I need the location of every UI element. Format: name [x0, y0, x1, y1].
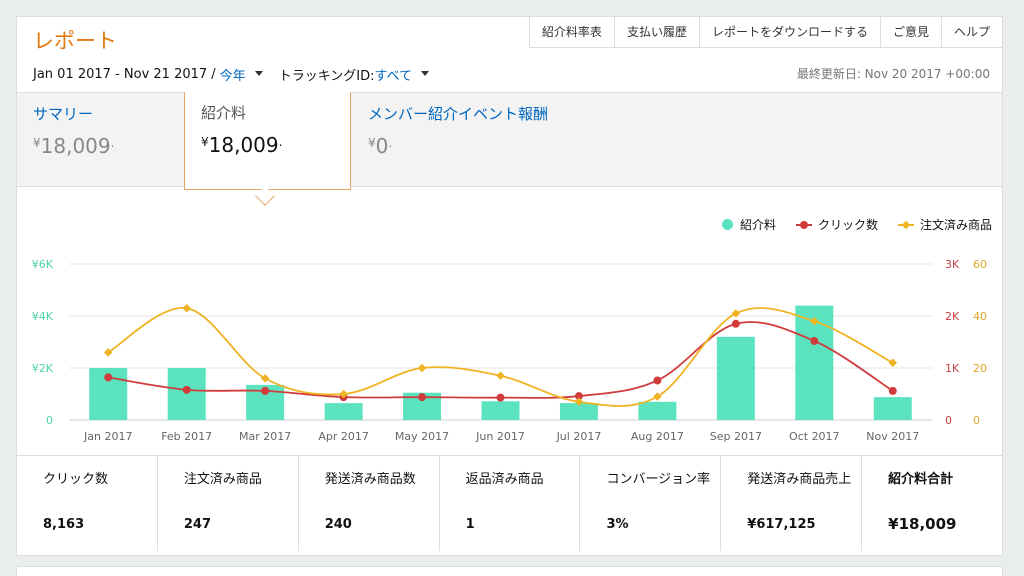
right-axis-orders-tick-label: 40 [973, 310, 987, 323]
x-axis-tick-label: May 2017 [395, 430, 449, 443]
x-axis-tick-label: Feb 2017 [161, 430, 212, 443]
stat-label: 注文済み商品 [184, 468, 298, 487]
top-nav: 紹介料率表 支払い履歴 レポートをダウンロードする ご意見 ヘルプ [529, 17, 1002, 48]
x-axis-tick-label: Aug 2017 [631, 430, 684, 443]
point-clicks [261, 387, 269, 395]
stat-value: 1 [466, 517, 580, 532]
stat-shipped-items: 発送済み商品数 240 [299, 456, 440, 551]
stat-value: 240 [325, 517, 439, 532]
right-axis-orders-tick-label: 60 [973, 258, 987, 271]
bar [638, 402, 676, 420]
point-clicks [653, 376, 661, 384]
date-range: Jan 01 2017 - Nov 21 2017 / [33, 67, 216, 82]
summary-tabs: サマリー ¥18,009. 紹介料 ¥18,009. メンバー紹介イベント報酬 … [17, 92, 1002, 187]
x-axis-tick-label: Nov 2017 [866, 430, 919, 443]
date-filter-row: Jan 01 2017 - Nov 21 2017 / 今年 トラッキングID:… [33, 65, 445, 84]
stat-conversion-rate: コンバージョン率 3% [580, 456, 721, 551]
last-updated: 最終更新日: Nov 20 2017 +00:00 [797, 65, 990, 82]
stat-ordered-items: 注文済み商品 247 [158, 456, 299, 551]
right-axis-clicks-tick-label: 2K [945, 310, 960, 323]
tab-commission-label: 紹介料 [201, 102, 350, 123]
x-axis-tick-label: Jan 2017 [83, 430, 132, 443]
point-clicks [889, 387, 897, 395]
stat-value: 8,163 [43, 517, 157, 532]
stat-value: 3% [606, 517, 720, 532]
series-line-clicks [108, 322, 893, 398]
tab-referral-bonus[interactable]: メンバー紹介イベント報酬 ¥0. [352, 93, 612, 188]
stat-label: 紹介料合計 [888, 468, 1002, 487]
stat-label: 発送済み商品売上 [747, 468, 861, 487]
payment-history-link[interactable]: 支払い履歴 [614, 17, 699, 47]
point-ordered [889, 359, 897, 367]
stat-value: 247 [184, 517, 298, 532]
period-dropdown[interactable]: 今年 [220, 65, 246, 84]
right-axis-clicks-tick-label: 1K [945, 362, 960, 375]
point-ordered [418, 364, 426, 372]
x-axis-tick-label: Apr 2017 [318, 430, 369, 443]
tracking-id-dropdown[interactable]: すべて [375, 65, 413, 84]
point-ordered [261, 374, 269, 382]
stat-label: コンバージョン率 [606, 468, 720, 487]
left-axis-tick-label: 0 [46, 414, 53, 427]
stat-returned-items: 返品済み商品 1 [440, 456, 581, 551]
commission-rates-link[interactable]: 紹介料率表 [529, 17, 614, 47]
point-clicks [732, 320, 740, 328]
tab-summary-value: ¥18,009. [33, 134, 184, 158]
chevron-down-icon[interactable] [255, 71, 263, 76]
tab-commission-value: ¥18,009. [201, 133, 350, 157]
report-panel: レポート 紹介料率表 支払い履歴 レポートをダウンロードする ご意見 ヘルプ J… [16, 16, 1003, 556]
chevron-down-icon[interactable] [421, 71, 429, 76]
bar [325, 403, 363, 420]
left-axis-tick-label: ¥4K [32, 310, 54, 323]
stat-value: ¥18,009 [888, 515, 1002, 533]
stat-value: ¥617,125 [747, 517, 861, 532]
tab-summary-label: サマリー [33, 103, 184, 124]
tab-referral-bonus-label: メンバー紹介イベント報酬 [368, 103, 612, 124]
point-ordered [653, 392, 661, 400]
x-axis-tick-label: Jun 2017 [475, 430, 525, 443]
stat-label: 発送済み商品数 [325, 468, 439, 487]
right-axis-clicks-tick-label: 0 [945, 414, 952, 427]
tab-referral-bonus-value: ¥0. [368, 134, 612, 158]
point-clicks [418, 393, 426, 401]
tab-commission[interactable]: 紹介料 ¥18,009. [184, 92, 351, 190]
bar [717, 337, 755, 420]
point-clicks [183, 386, 191, 394]
tab-summary[interactable]: サマリー ¥18,009. [17, 93, 184, 188]
left-axis-tick-label: ¥6K [32, 258, 54, 271]
point-clicks [810, 337, 818, 345]
bar [874, 397, 912, 420]
x-axis-tick-label: Jul 2017 [556, 430, 602, 443]
x-axis-tick-label: Sep 2017 [710, 430, 762, 443]
chart-area: 紹介料 クリック数 注文済み商品 0 ¥2K ¥4K ¥6K 0 1K 2K 3K 0 20 40 6… [17, 202, 1002, 457]
x-axis-tick-label: Oct 2017 [789, 430, 840, 443]
feedback-link[interactable]: ご意見 [880, 17, 941, 47]
stat-label: 返品済み商品 [466, 468, 580, 487]
next-panel-edge [16, 566, 1003, 576]
stat-total-commission: 紹介料合計 ¥18,009 [862, 456, 1002, 551]
stat-shipped-revenue: 発送済み商品売上 ¥617,125 [721, 456, 862, 551]
x-axis-tick-label: Mar 2017 [239, 430, 291, 443]
stats-row: クリック数 8,163 注文済み商品 247 発送済み商品数 240 返品済み商品 1 … [17, 455, 1002, 551]
bar [168, 368, 206, 420]
help-link[interactable]: ヘルプ [941, 17, 1002, 47]
right-axis-clicks-tick-label: 3K [945, 258, 960, 271]
point-ordered [496, 372, 504, 380]
point-ordered [182, 304, 190, 312]
page-title: レポート [33, 25, 117, 55]
left-axis-tick-label: ¥2K [32, 362, 54, 375]
bar [482, 401, 520, 420]
right-axis-orders-tick-label: 20 [973, 362, 987, 375]
point-clicks [104, 373, 112, 381]
stat-clicks: クリック数 8,163 [17, 456, 158, 551]
point-clicks [497, 394, 505, 402]
combo-chart: 0 ¥2K ¥4K ¥6K 0 1K 2K 3K 0 20 40 60 Jan 2017 Feb 2017… [17, 202, 1002, 457]
tracking-id-label: トラッキングID: [279, 65, 375, 84]
download-report-link[interactable]: レポートをダウンロードする [699, 17, 880, 47]
stat-label: クリック数 [43, 468, 157, 487]
right-axis-orders-tick-label: 0 [973, 414, 980, 427]
